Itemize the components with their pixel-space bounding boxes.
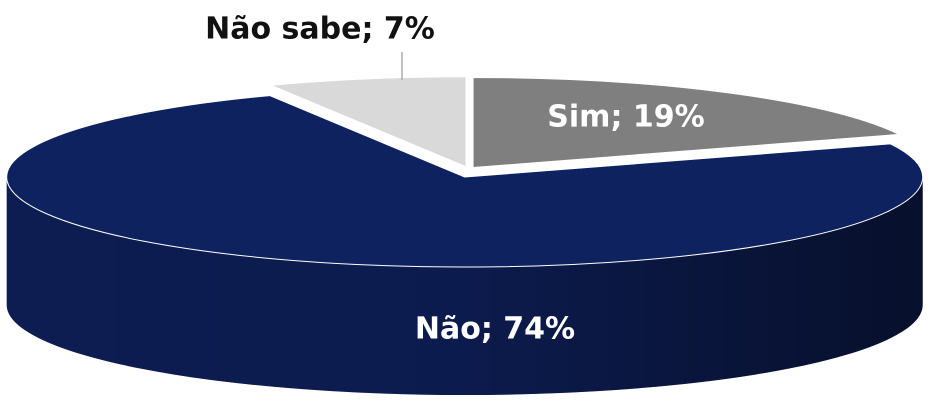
data-label: Sim; 19%: [547, 100, 704, 135]
data-label: Não; 74%: [415, 312, 575, 347]
slice-side-shade: [6, 177, 923, 396]
slice: [270, 76, 467, 168]
data-label: Não sabe; 7%: [205, 12, 435, 47]
slice: [472, 77, 901, 169]
slice: [6, 95, 924, 268]
